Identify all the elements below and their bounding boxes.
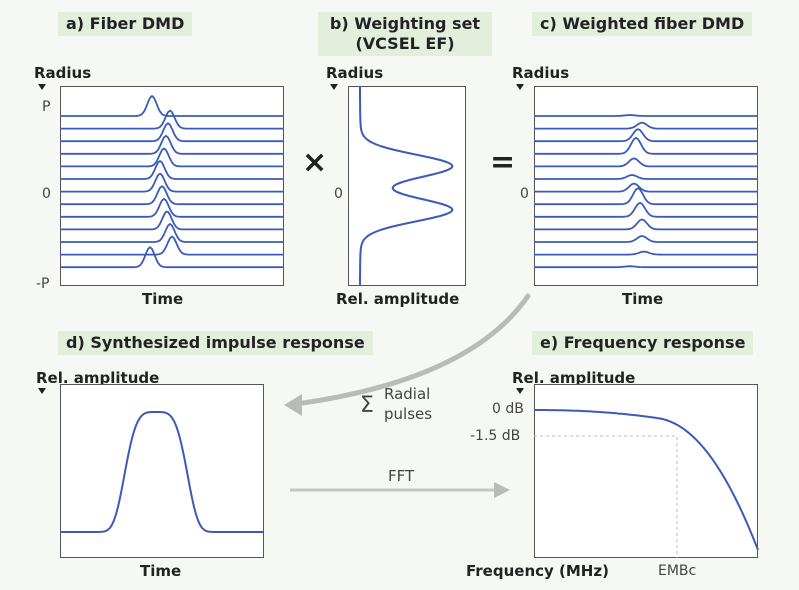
sum-arrowhead bbox=[284, 394, 302, 416]
panel-c-axis-marker bbox=[516, 84, 524, 90]
panel-c-x-label: Time bbox=[622, 290, 664, 308]
impulse-response-curve bbox=[60, 411, 264, 533]
panel-e-title: e) Frequency response bbox=[532, 331, 754, 355]
panel-b-axis-marker bbox=[330, 84, 338, 90]
dmd-trace bbox=[60, 197, 284, 218]
panel-c-plot bbox=[534, 114, 758, 269]
dmd-trace bbox=[60, 185, 284, 206]
equals-operator: = bbox=[490, 145, 516, 180]
panel-a-tick-mid: 0 bbox=[42, 186, 51, 202]
dmd-trace bbox=[60, 134, 284, 155]
weighted-trace bbox=[534, 265, 758, 269]
panel-e-axis-marker bbox=[516, 388, 524, 394]
dmd-trace bbox=[60, 172, 284, 193]
weighted-trace bbox=[534, 114, 758, 117]
panel-a-title: a) Fiber DMD bbox=[58, 12, 193, 36]
weighted-trace bbox=[534, 218, 758, 231]
dmd-trace bbox=[60, 246, 284, 269]
panel-e-tick-15db: -1.5 dB bbox=[470, 428, 521, 444]
weighted-trace bbox=[534, 182, 758, 193]
panel-e-x-label: Frequency (MHz) bbox=[466, 562, 609, 580]
panel-d-plot bbox=[60, 411, 264, 533]
weighted-trace bbox=[534, 250, 758, 256]
panel-d-axis-marker bbox=[38, 388, 46, 394]
panel-e-tick-0db: 0 dB bbox=[492, 401, 524, 417]
panel-b-plot bbox=[359, 86, 454, 286]
dmd-trace bbox=[60, 109, 284, 130]
weighted-trace bbox=[534, 201, 758, 218]
dmd-trace bbox=[60, 160, 284, 180]
panel-a-axis-label: Radius bbox=[34, 64, 92, 82]
dmd-trace bbox=[60, 210, 284, 231]
panel-b-frame bbox=[348, 86, 466, 286]
panel-a-tick-top: P bbox=[42, 99, 51, 115]
panel-c-tick-mid: 0 bbox=[520, 186, 529, 202]
frequency-response-curve bbox=[534, 409, 759, 551]
sum-arrow bbox=[293, 293, 531, 407]
dmd-trace bbox=[60, 122, 284, 143]
panel-a-plot bbox=[60, 95, 284, 269]
weighted-trace bbox=[534, 174, 758, 180]
times-operator: × bbox=[302, 145, 328, 180]
panel-b-title-line1: b) Weighting set bbox=[329, 14, 481, 33]
panel-a-x-label: Time bbox=[142, 290, 184, 308]
fft-arrowhead bbox=[494, 482, 510, 498]
weighted-trace bbox=[534, 136, 758, 155]
panel-b-title: b) Weighting set (VCSEL EF) bbox=[318, 12, 492, 56]
sum-label-line2: pulses bbox=[384, 405, 433, 423]
panel-b-axis-label: Radius bbox=[326, 64, 384, 82]
sum-symbol: Σ bbox=[360, 393, 374, 418]
panel-b-tick-mid: 0 bbox=[334, 186, 343, 202]
panel-d-x-label: Time bbox=[140, 562, 182, 580]
panel-d-title: d) Synthesized impulse response bbox=[58, 331, 373, 355]
panel-a-tick-bot: -P bbox=[36, 276, 50, 292]
weighted-trace bbox=[534, 128, 758, 143]
panel-e-axis-label: Rel. amplitude bbox=[512, 369, 636, 387]
fft-label: FFT bbox=[388, 467, 415, 485]
panel-d-axis-label: Rel. amplitude bbox=[36, 369, 160, 387]
panel-c-title: c) Weighted fiber DMD bbox=[532, 12, 753, 36]
panel-b-x-label: Rel. amplitude bbox=[336, 290, 460, 308]
embc-guide-line bbox=[534, 435, 678, 558]
dmd-trace bbox=[60, 147, 284, 168]
weighting-curve bbox=[359, 86, 454, 286]
panel-b-title-line2: (VCSEL EF) bbox=[355, 34, 455, 53]
panel-a-axis-marker bbox=[38, 84, 46, 90]
panel-e-embc-label: EMBc bbox=[658, 563, 697, 579]
weighted-trace bbox=[534, 235, 758, 243]
dmd-trace bbox=[60, 235, 284, 256]
weighted-trace bbox=[534, 121, 758, 130]
panel-a-frame bbox=[60, 86, 284, 286]
dmd-trace bbox=[60, 223, 284, 243]
weighted-trace bbox=[534, 187, 758, 206]
dmd-trace bbox=[60, 95, 284, 117]
weighted-trace bbox=[534, 157, 758, 168]
panel-c-axis-label: Radius bbox=[512, 64, 570, 82]
sum-label-line1: Radial bbox=[384, 385, 431, 403]
panel-e-plot bbox=[534, 409, 759, 558]
